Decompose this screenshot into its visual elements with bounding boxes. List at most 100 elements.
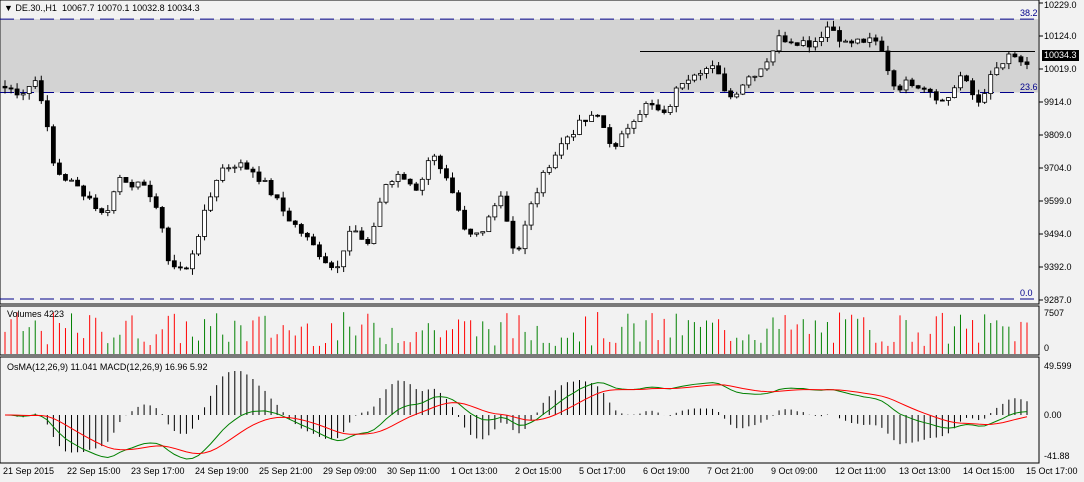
macd-axis-min: -41.88 <box>1044 451 1070 461</box>
price-axis-label: 10229.0 <box>1044 0 1077 10</box>
price-axis-label: 9287.0 <box>1044 295 1072 305</box>
candle <box>679 83 685 89</box>
candle <box>939 99 945 102</box>
candle <box>643 102 649 115</box>
fibo-zone <box>1 19 1038 93</box>
candle <box>208 196 214 211</box>
high-price: 10070.1 <box>97 3 130 13</box>
symbol: DE.30.,H1 <box>15 3 57 13</box>
close-price: 10034.3 <box>167 3 200 13</box>
candle <box>522 224 528 250</box>
candle <box>159 207 165 229</box>
candle <box>649 102 655 106</box>
candle <box>57 162 62 175</box>
candle <box>274 194 280 199</box>
candle <box>341 250 347 268</box>
candle <box>909 79 915 87</box>
candle <box>99 208 105 213</box>
candle <box>843 40 848 43</box>
candle <box>976 94 982 103</box>
chart-header: ▼ DE.30.,H1 10067.7 10070.1 10032.8 1003… <box>4 3 200 13</box>
candle <box>111 191 117 212</box>
candle <box>825 26 830 38</box>
price-axis-label: 10124.0 <box>1044 31 1077 41</box>
candle <box>927 88 933 93</box>
candle <box>190 253 195 270</box>
price-axis-label: 9704.0 <box>1044 163 1072 173</box>
candle <box>855 38 861 44</box>
candle <box>1000 63 1006 69</box>
time-axis-label: 14 Oct 15:00 <box>963 466 1015 476</box>
candle <box>867 37 873 43</box>
candle <box>945 97 951 101</box>
time-axis-label: 22 Sep 15:00 <box>67 466 121 476</box>
candle <box>202 209 207 237</box>
time-axis-label: 15 Oct 17:00 <box>1026 466 1078 476</box>
candle <box>673 87 679 107</box>
candle <box>571 134 576 138</box>
candle <box>988 74 994 94</box>
candle <box>123 177 129 183</box>
candle <box>818 37 824 42</box>
low-price: 10032.8 <box>132 3 165 13</box>
candle <box>468 228 474 235</box>
macd-axis-max: 49.599 <box>1044 361 1072 371</box>
candle <box>1018 56 1024 63</box>
candle <box>577 119 582 135</box>
candle <box>117 177 123 193</box>
candle <box>244 162 250 170</box>
candle <box>740 84 746 95</box>
candle <box>38 80 44 102</box>
candle <box>268 180 274 196</box>
candle <box>2 85 8 89</box>
macd-label: OsMA(12,26,9) 11.041 MACD(12,26,9) 16.96… <box>7 362 208 372</box>
candle <box>540 171 546 194</box>
candle <box>1012 53 1018 58</box>
candle <box>788 41 794 44</box>
candle <box>450 177 455 194</box>
candle <box>87 195 93 199</box>
candle <box>389 181 395 185</box>
candle <box>958 75 963 89</box>
candle <box>413 183 419 191</box>
time-axis-label: 21 Sep 2015 <box>3 466 55 476</box>
macd-panel <box>0 356 1040 464</box>
candle <box>885 50 891 72</box>
candle <box>710 65 715 69</box>
candle <box>419 178 425 191</box>
candle <box>141 181 147 186</box>
candle <box>407 178 413 185</box>
candle <box>565 136 570 145</box>
candle <box>516 247 522 250</box>
time-axis-label: 29 Sep 09:00 <box>323 466 377 476</box>
candle <box>583 119 588 122</box>
candle <box>613 143 619 147</box>
candle <box>546 167 552 173</box>
candle <box>371 225 377 244</box>
candle <box>147 184 153 198</box>
candle <box>776 35 782 52</box>
macd-signal-line <box>4 384 1028 455</box>
candle <box>837 30 842 42</box>
fib-level-label: 38.2 <box>1020 8 1038 19</box>
candle <box>915 85 921 89</box>
candle <box>764 61 770 70</box>
candle <box>232 166 238 169</box>
candle <box>631 121 637 129</box>
candle <box>607 127 613 144</box>
candle <box>383 184 389 203</box>
fib-level-label: 0.0 <box>1020 288 1033 299</box>
macd-main-line <box>4 382 1028 460</box>
candle <box>50 126 56 164</box>
candle <box>317 244 322 258</box>
candle <box>734 93 740 98</box>
time-axis-label: 7 Oct 21:00 <box>707 466 754 476</box>
candle <box>63 174 68 181</box>
time-axis-label: 1 Oct 13:00 <box>451 466 498 476</box>
candle <box>667 106 673 113</box>
time-axis-label: 9 Oct 09:00 <box>771 466 818 476</box>
price-axis-label: 10019.0 <box>1044 64 1077 74</box>
candle <box>238 162 244 168</box>
